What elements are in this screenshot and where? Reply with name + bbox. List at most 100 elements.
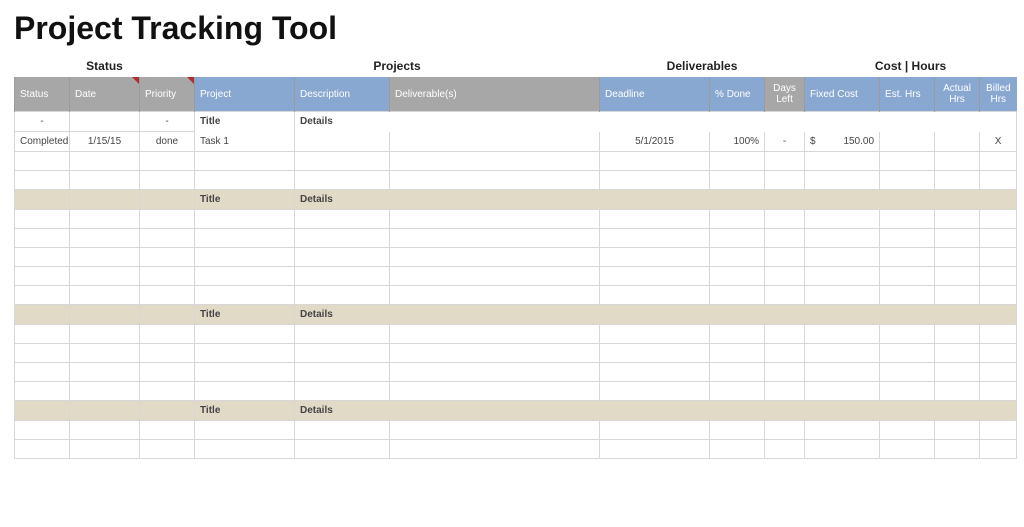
cell[interactable] — [980, 210, 1017, 229]
cell[interactable] — [295, 363, 390, 382]
cell[interactable] — [600, 382, 710, 401]
cell[interactable] — [140, 190, 195, 210]
cell[interactable] — [880, 440, 935, 459]
cell[interactable] — [140, 344, 195, 363]
cell[interactable] — [765, 229, 805, 248]
cell[interactable] — [70, 229, 140, 248]
cell[interactable] — [15, 248, 70, 267]
cell[interactable] — [805, 325, 880, 344]
cell[interactable] — [935, 382, 980, 401]
hdr-billhrs[interactable]: Billed Hrs — [980, 77, 1017, 112]
cell[interactable] — [765, 440, 805, 459]
cell-esthrs[interactable] — [880, 132, 935, 152]
cell[interactable] — [935, 267, 980, 286]
cell[interactable] — [880, 267, 935, 286]
cell[interactable] — [880, 229, 935, 248]
cell[interactable] — [15, 421, 70, 440]
cell[interactable] — [880, 382, 935, 401]
cell[interactable] — [390, 325, 600, 344]
cell[interactable] — [70, 344, 140, 363]
cell[interactable] — [295, 229, 390, 248]
cell[interactable] — [195, 325, 295, 344]
cell[interactable] — [295, 171, 390, 190]
cell[interactable] — [140, 152, 195, 171]
hdr-deadline[interactable]: Deadline — [600, 77, 710, 112]
cell[interactable] — [195, 344, 295, 363]
group-title[interactable]: Title — [195, 401, 295, 421]
cell[interactable] — [295, 286, 390, 305]
cell[interactable] — [70, 190, 140, 210]
hdr-daysleft[interactable]: Days Left — [765, 77, 805, 112]
cell[interactable] — [765, 421, 805, 440]
hdr-esthrs[interactable]: Est. Hrs — [880, 77, 935, 112]
cell-pdone[interactable]: 100% — [710, 132, 765, 152]
cell[interactable] — [195, 152, 295, 171]
cell[interactable] — [805, 363, 880, 382]
cell[interactable] — [980, 440, 1017, 459]
hdr-fixedcost[interactable]: Fixed Cost — [805, 77, 880, 112]
cell[interactable] — [880, 325, 935, 344]
cell[interactable] — [710, 344, 765, 363]
cell[interactable] — [980, 267, 1017, 286]
group-details[interactable]: Details — [295, 305, 1017, 325]
cell[interactable] — [980, 286, 1017, 305]
cell[interactable] — [805, 171, 880, 190]
cell[interactable] — [980, 325, 1017, 344]
cell[interactable] — [140, 305, 195, 325]
cell[interactable] — [765, 325, 805, 344]
cell[interactable] — [600, 344, 710, 363]
cell[interactable] — [70, 305, 140, 325]
cell[interactable] — [195, 440, 295, 459]
cell[interactable] — [935, 440, 980, 459]
cell[interactable] — [70, 286, 140, 305]
cell[interactable] — [765, 286, 805, 305]
cell[interactable] — [15, 190, 70, 210]
cell[interactable] — [765, 267, 805, 286]
cell[interactable] — [880, 421, 935, 440]
cell[interactable] — [295, 344, 390, 363]
cell-daysleft[interactable]: - — [765, 132, 805, 152]
cell-deliverable[interactable] — [390, 132, 600, 152]
cell[interactable] — [880, 152, 935, 171]
cell-fixedcost[interactable]: $ 150.00 — [805, 132, 880, 152]
cell[interactable] — [710, 171, 765, 190]
cell[interactable] — [980, 248, 1017, 267]
cell[interactable] — [765, 363, 805, 382]
cell[interactable] — [15, 382, 70, 401]
cell[interactable] — [805, 210, 880, 229]
cell[interactable] — [390, 421, 600, 440]
group-title[interactable]: Title — [195, 305, 295, 325]
cell[interactable] — [15, 171, 70, 190]
cell[interactable] — [765, 210, 805, 229]
cell[interactable] — [980, 152, 1017, 171]
hdr-date[interactable]: Date — [70, 77, 140, 112]
cell[interactable] — [980, 382, 1017, 401]
cell-priority[interactable]: done — [140, 132, 195, 152]
cell[interactable] — [140, 401, 195, 421]
cell[interactable] — [140, 286, 195, 305]
cell[interactable] — [600, 325, 710, 344]
cell[interactable] — [710, 325, 765, 344]
cell[interactable] — [295, 440, 390, 459]
cell[interactable] — [70, 267, 140, 286]
hdr-deliverables[interactable]: Deliverable(s) — [390, 77, 600, 112]
cell[interactable] — [295, 382, 390, 401]
group-title[interactable]: Title — [195, 190, 295, 210]
cell-acthrs[interactable] — [935, 132, 980, 152]
cell[interactable] — [980, 229, 1017, 248]
cell[interactable] — [70, 440, 140, 459]
cell[interactable] — [195, 363, 295, 382]
cell[interactable] — [765, 382, 805, 401]
cell-status[interactable]: Completed — [15, 132, 70, 152]
cell[interactable] — [710, 286, 765, 305]
cell[interactable] — [15, 325, 70, 344]
cell[interactable] — [15, 401, 70, 421]
cell[interactable] — [15, 305, 70, 325]
cell[interactable] — [805, 344, 880, 363]
cell[interactable] — [935, 210, 980, 229]
group-details[interactable]: Details — [295, 401, 1017, 421]
cell[interactable] — [70, 248, 140, 267]
cell[interactable] — [195, 382, 295, 401]
cell[interactable] — [140, 325, 195, 344]
cell[interactable] — [390, 229, 600, 248]
